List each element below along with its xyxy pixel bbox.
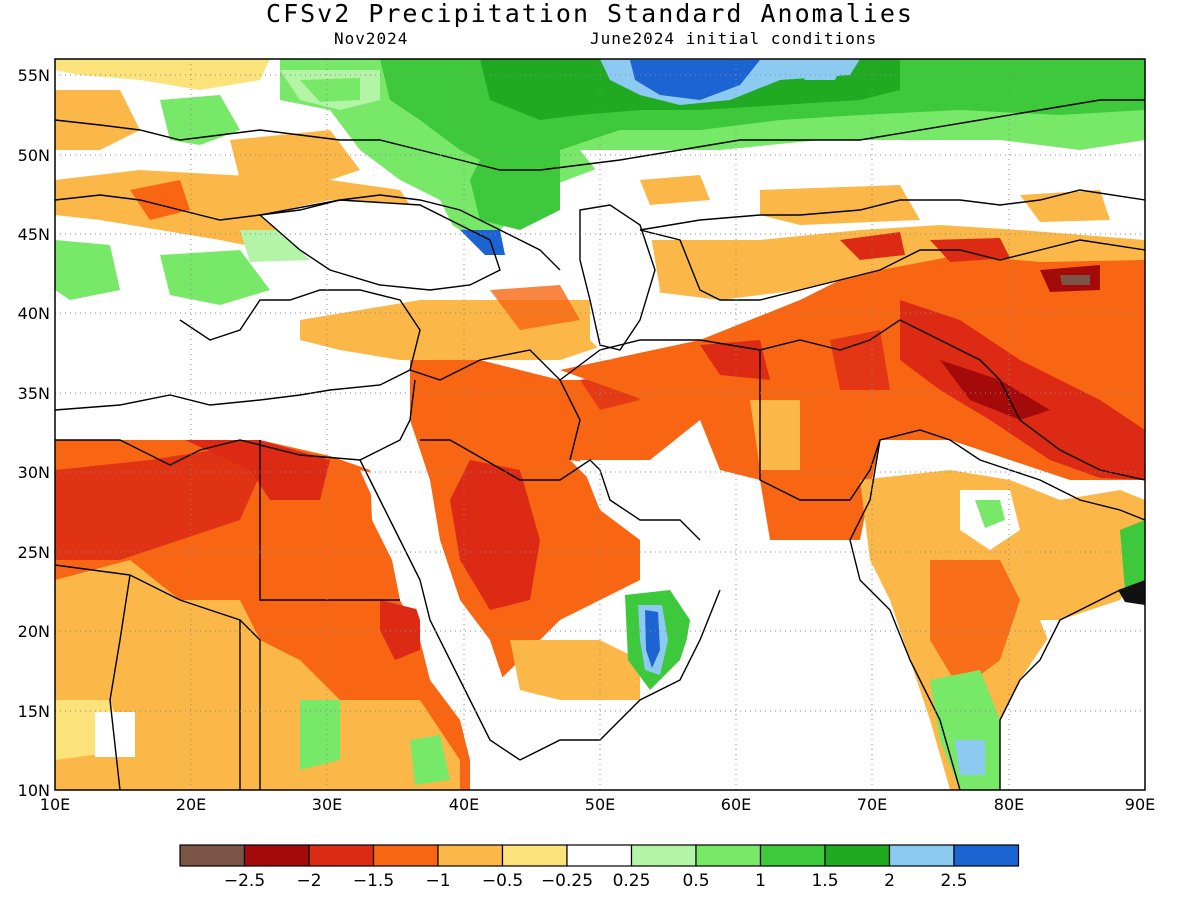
colorbar-swatch [437,844,504,867]
lat-label-15n: 15N [18,702,50,721]
colorbar-tick-label: −2.5 [224,871,265,891]
lon-label-10e: 10E [40,795,70,814]
colorbar-swatch [243,844,310,867]
lat-label-35n: 35N [18,384,50,403]
lon-label-40e: 40E [449,795,479,814]
colorbar-tick-label: 0.5 [682,871,709,891]
colorbar-tick-label: 0.25 [613,871,651,891]
chart-title: CFSv2 Precipitation Standard Anomalies [266,0,914,28]
map-gridlines [55,59,1145,790]
lon-label-80e: 80E [994,795,1024,814]
colorbar-tick-label: 1.5 [811,871,838,891]
valid-month-label: Nov2024 [334,29,409,48]
map-frame [54,58,1146,791]
colorbar-tick-label: −1 [425,871,450,891]
longitude-axis: 10E 20E 30E 40E 50E 60E 70E 80E 90E [40,795,1155,814]
colorbar-swatch [179,844,246,867]
lat-label-30n: 30N [18,463,50,482]
lon-label-70e: 70E [857,795,887,814]
lon-label-30e: 30E [312,795,342,814]
lat-label-40n: 40N [18,304,50,323]
colorbar-swatch [630,844,697,867]
colorbar-swatch [308,844,375,867]
colorbar-tick-label: −1.5 [353,871,394,891]
colorbar-tick-label: −0.25 [541,871,593,891]
colorbar-swatches [179,844,1020,867]
colorbar-swatch [695,844,762,867]
colorbar-swatch [824,844,891,867]
colorbar-swatch [888,844,955,867]
country-boundaries [55,99,1145,790]
colorbar-swatch [566,844,633,867]
colorbar-tick-labels: −2.5 −2 −1.5 −1 −0.5 −0.25 0.25 0.5 1 1.5 2 2.5 [224,871,968,891]
lat-label-50n: 50N [18,146,50,165]
lat-label-55n: 55N [18,66,50,85]
lat-label-10n: 10N [18,781,50,800]
colorbar-tick-label: −2 [296,871,321,891]
colorbar-swatch [501,844,568,867]
initial-conditions-label: June2024 initial conditions [590,29,878,48]
lon-label-60e: 60E [721,795,751,814]
lat-label-20n: 20N [18,622,50,641]
anomaly-shading [55,59,1145,790]
lon-label-90e: 90E [1125,795,1155,814]
colorbar-tick-label: 2.5 [940,871,967,891]
colorbar-swatch [372,844,439,867]
colorbar-tick-label: 2 [884,871,895,891]
colorbar-swatch [759,844,826,867]
lon-label-20e: 20E [176,795,206,814]
latitude-axis: 55N 50N 45N 40N 35N 30N 25N 20N 15N 10N [18,66,50,800]
colorbar-swatch [953,844,1020,867]
lon-label-50e: 50E [585,795,615,814]
colorbar: −2.5 −2 −1.5 −1 −0.5 −0.25 0.25 0.5 1 1.5 2 2.5 [179,844,1020,891]
colorbar-tick-label: 1 [755,871,766,891]
lat-label-45n: 45N [18,225,50,244]
colorbar-tick-label: −0.5 [482,871,523,891]
lat-label-25n: 25N [18,543,50,562]
